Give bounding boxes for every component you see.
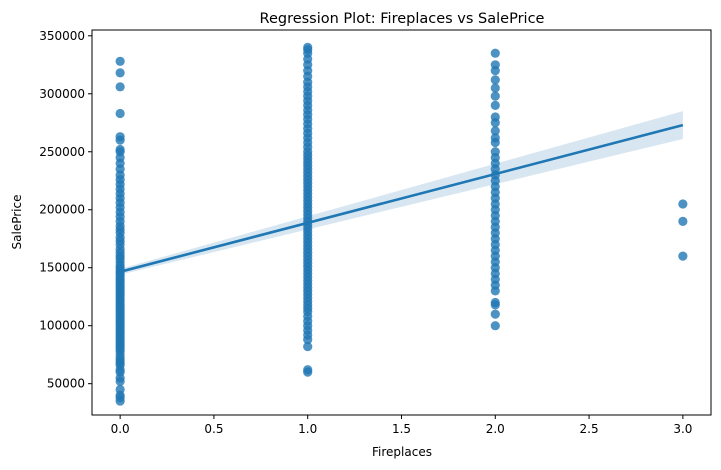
scatter-point (115, 68, 125, 78)
scatter-point (115, 384, 125, 395)
scatter-point (490, 83, 500, 93)
y-tick-label: 50000 (47, 377, 85, 391)
chart-title: Regression Plot: Fireplaces vs SalePrice (260, 11, 545, 27)
scatter-point (490, 91, 500, 101)
scatter-point (115, 108, 125, 119)
plot-area (115, 42, 688, 406)
scatter-point (490, 147, 500, 157)
scatter-point (303, 365, 313, 375)
x-tick-label: 2.0 (486, 422, 505, 436)
scatter-point (490, 297, 500, 308)
scatter-point (490, 60, 500, 70)
scatter-point (490, 48, 500, 58)
scatter-point (115, 144, 125, 155)
scatter-point (678, 251, 688, 261)
x-tick-label: 0.0 (111, 422, 130, 436)
scatter-point (490, 126, 500, 136)
scatter-point (115, 56, 125, 66)
scatter-point (303, 341, 313, 352)
scatter-points (115, 42, 688, 406)
x-tick-label: 1.5 (392, 422, 411, 436)
scatter-point (490, 100, 500, 110)
scatter-point (678, 216, 688, 226)
y-tick-label: 150000 (39, 261, 85, 275)
scatter-point (115, 82, 125, 92)
scatter-point (115, 132, 125, 142)
y-axis-ticks: 50000 100000 150000 200000 250000 300000 35000… (39, 29, 92, 391)
scatter-point (490, 112, 500, 122)
x-tick-label: 1.0 (298, 422, 317, 436)
x-axis-ticks: 0.0 0.5 1.0 1.5 2.0 2.5 3.0 (111, 415, 692, 436)
x-axis-label: Fireplaces (372, 445, 432, 459)
y-tick-label: 350000 (39, 29, 85, 43)
scatter-point (303, 42, 313, 52)
scatter-point (490, 321, 500, 331)
y-tick-label: 100000 (39, 319, 85, 333)
scatter-point (490, 133, 500, 143)
y-axis-label: SalePrice (10, 195, 24, 250)
scatter-point (490, 309, 500, 319)
x-tick-label: 0.5 (204, 422, 223, 436)
y-tick-label: 250000 (39, 145, 85, 159)
x-tick-label: 3.0 (673, 422, 692, 436)
y-tick-label: 200000 (39, 203, 85, 217)
x-tick-label: 2.5 (580, 422, 599, 436)
regression-line (119, 123, 684, 274)
y-tick-label: 300000 (39, 87, 85, 101)
scatter-point (678, 199, 688, 209)
scatter-point (490, 75, 500, 85)
